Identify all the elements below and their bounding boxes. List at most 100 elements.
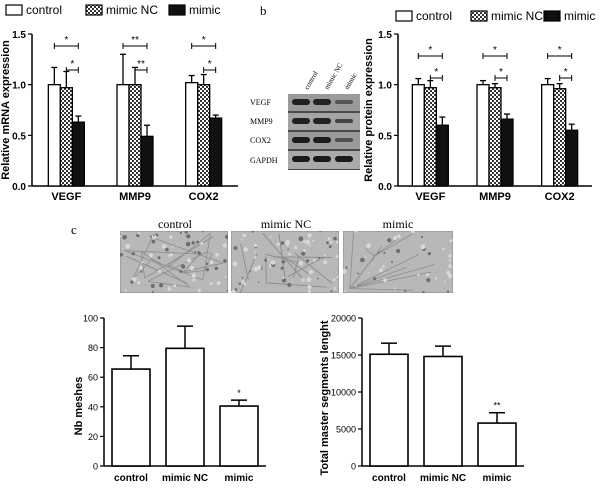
significance-label: * xyxy=(64,35,68,46)
blot-row-vegf xyxy=(288,94,360,111)
cell xyxy=(281,276,285,280)
bar-vegf-mimic xyxy=(71,121,85,187)
cell xyxy=(157,256,161,260)
cell xyxy=(196,240,199,244)
legend-label: mimic xyxy=(189,3,220,17)
cell xyxy=(312,239,315,242)
tube-branch xyxy=(152,237,224,264)
blot-row-mmp9 xyxy=(288,113,360,130)
tube-branch xyxy=(240,243,249,280)
tube-branch xyxy=(349,271,431,289)
cell xyxy=(157,269,162,274)
micrograph-control xyxy=(120,231,228,293)
cell xyxy=(318,256,321,259)
x-tick-label-mimic-nc: mimic NC xyxy=(162,473,208,484)
y-tick-label: 1.5 xyxy=(378,30,392,41)
tube-branch xyxy=(349,288,414,291)
y-tick-label: 80 xyxy=(88,343,98,353)
cell xyxy=(317,277,319,280)
legend-swatch xyxy=(470,10,488,22)
tube-branch xyxy=(185,270,205,274)
y-tick-label: 1.0 xyxy=(378,81,392,92)
legend-swatch xyxy=(168,4,186,16)
cell xyxy=(360,257,365,263)
cell xyxy=(151,239,156,244)
bar-vegf-mimic-nc xyxy=(423,87,437,187)
cell xyxy=(270,260,276,265)
x-tick-label-mimic: mimic xyxy=(483,473,512,484)
cell xyxy=(152,290,154,293)
blot-row-label-mmp9: MMP9 xyxy=(250,117,273,126)
tube-branch xyxy=(265,253,298,263)
cell xyxy=(120,231,123,233)
tube-branch xyxy=(349,263,436,289)
cell xyxy=(323,254,327,257)
cell xyxy=(396,234,401,239)
tube-branch xyxy=(147,280,191,288)
y-axis-label: Nb meshes xyxy=(73,377,85,436)
cell xyxy=(140,270,143,273)
cell xyxy=(242,233,247,238)
significance-label: * xyxy=(208,59,212,70)
y-tick-label: 40 xyxy=(88,402,98,412)
significance-label: * xyxy=(564,67,568,78)
tube-branch xyxy=(132,258,153,280)
legend-label: control xyxy=(26,3,62,17)
cell xyxy=(243,282,247,286)
tube-branch xyxy=(349,232,354,289)
tube-branch xyxy=(278,233,286,277)
blot-row-cox2 xyxy=(288,132,360,149)
cell xyxy=(301,251,306,256)
cell xyxy=(328,245,332,249)
cell xyxy=(234,288,238,291)
micrograph-label-mimic: mimic xyxy=(382,217,414,231)
bar-vegf-control xyxy=(47,84,61,187)
cell xyxy=(302,240,306,244)
significance-label: * xyxy=(428,45,432,56)
cell xyxy=(404,289,407,293)
y-axis-label: Total master segments lenght xyxy=(319,320,331,475)
cell xyxy=(153,234,155,237)
cell xyxy=(425,273,429,277)
cell xyxy=(167,286,172,291)
cell xyxy=(332,278,336,282)
y-tick-label: 100 xyxy=(83,314,98,324)
cell xyxy=(254,250,256,253)
tube-branch xyxy=(349,254,419,289)
cell xyxy=(446,290,450,293)
y-tick-label: 1.0 xyxy=(12,81,26,92)
y-tick-label: 0.5 xyxy=(12,131,26,142)
cell xyxy=(191,241,195,245)
cell xyxy=(345,266,348,269)
bar-mimic xyxy=(219,405,259,467)
legend-item-mimic: mimic xyxy=(168,3,220,17)
cell xyxy=(257,281,260,284)
bar-mmp9-control xyxy=(476,84,490,187)
cell xyxy=(189,265,195,271)
tube-branch xyxy=(374,233,414,257)
cell xyxy=(194,251,197,253)
cell xyxy=(124,289,127,292)
cell xyxy=(306,259,310,263)
y-tick-label: 20000 xyxy=(331,314,356,324)
cell xyxy=(335,255,339,258)
y-tick-label: 0.0 xyxy=(378,182,392,193)
cell xyxy=(364,256,367,258)
cell xyxy=(191,273,197,278)
bar-mimic xyxy=(477,422,517,467)
cell xyxy=(130,280,134,284)
cell xyxy=(200,242,204,246)
y-axis-label: Relative mRNA expression xyxy=(0,40,12,180)
cell xyxy=(205,268,209,272)
cell xyxy=(285,242,290,246)
cell xyxy=(270,236,272,238)
cell xyxy=(343,290,346,293)
cell xyxy=(224,234,228,240)
cell xyxy=(288,252,292,256)
cell xyxy=(179,269,183,274)
y-tick-label: 15000 xyxy=(331,351,356,361)
tube-branch xyxy=(124,250,200,255)
cell xyxy=(185,241,191,247)
bar-cox2-control xyxy=(185,81,199,187)
